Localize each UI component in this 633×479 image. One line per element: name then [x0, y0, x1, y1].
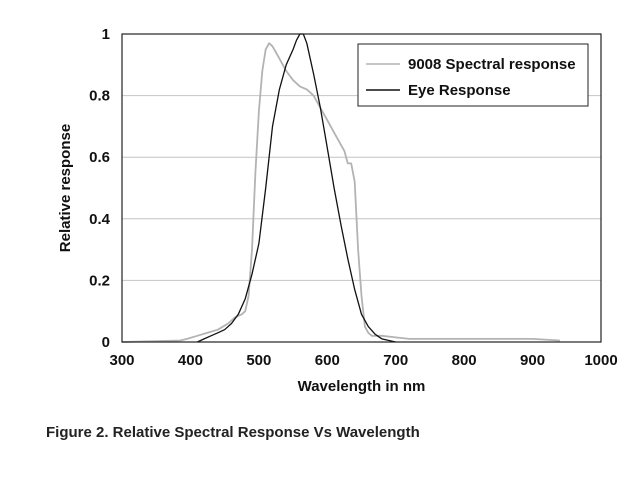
- x-tick-label: 600: [315, 352, 340, 369]
- y-tick-labels: 0 0.2 0.4 0.6 0.8 1: [89, 26, 111, 351]
- x-tick-label: 500: [246, 352, 271, 369]
- plot-frame: [121, 33, 602, 343]
- figure-caption: Figure 2. Relative Spectral Response Vs …: [46, 424, 420, 441]
- legend-label-eye: Eye Response: [408, 82, 511, 99]
- x-tick-label: 300: [109, 352, 134, 369]
- gridlines: [122, 95, 601, 281]
- y-tick-label: 0.2: [89, 272, 110, 289]
- series-line-eye: [197, 33, 396, 343]
- y-tick-label: 0.8: [89, 88, 110, 105]
- x-tick-label: 800: [452, 352, 477, 369]
- x-tick-label: 700: [383, 352, 408, 369]
- x-tick-label: 1000: [584, 352, 617, 369]
- series-lines: [121, 33, 560, 343]
- legend-box: [357, 43, 589, 107]
- y-tick-label: 0.6: [89, 149, 110, 166]
- y-tick-label: 1: [102, 26, 110, 43]
- x-axis-label: Wavelength in nm: [298, 378, 426, 395]
- y-tick-label: 0: [102, 334, 110, 351]
- x-tick-labels: 300 400 500 600 700 800 900 1000: [109, 352, 617, 369]
- y-axis-label: Relative response: [57, 124, 74, 252]
- legend: 9008 Spectral response Eye Response: [357, 43, 589, 107]
- x-tick-label: 400: [178, 352, 203, 369]
- legend-label-9008: 9008 Spectral response: [408, 56, 576, 73]
- y-tick-label: 0.4: [89, 211, 111, 228]
- x-tick-label: 900: [520, 352, 545, 369]
